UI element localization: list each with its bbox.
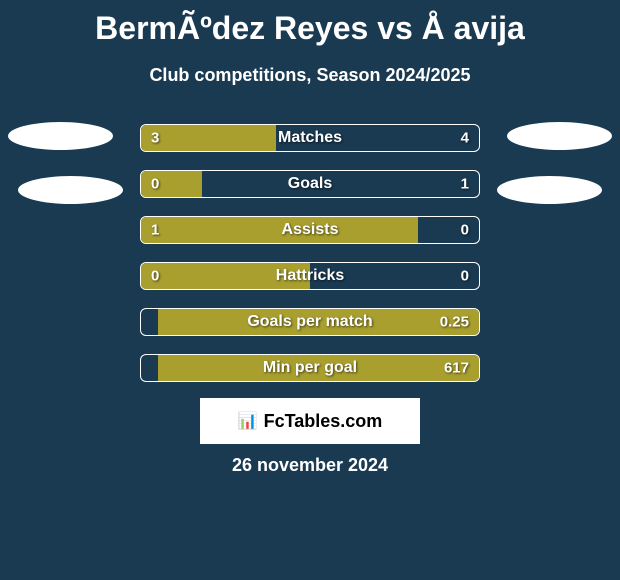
stat-label: Goals per match (247, 313, 372, 331)
logo-text: FcTables.com (264, 411, 383, 432)
stat-value-left: 3 (151, 130, 159, 147)
stat-row-hattricks: 0 Hattricks 0 (140, 262, 480, 290)
stat-row-matches: 3 Matches 4 (140, 124, 480, 152)
stat-value-right: 4 (461, 130, 469, 147)
stat-row-assists: 1 Assists 0 (140, 216, 480, 244)
bar-left-matches (141, 125, 276, 151)
stat-row-min-per-goal: Min per goal 617 (140, 354, 480, 382)
stat-label: Matches (278, 129, 342, 147)
stat-value-left: 0 (151, 176, 159, 193)
stat-label: Assists (282, 221, 339, 239)
stats-container: 3 Matches 4 0 Goals 1 1 Assists 0 0 Hatt… (140, 124, 480, 400)
stat-label: Hattricks (276, 267, 344, 285)
stat-row-goals: 0 Goals 1 (140, 170, 480, 198)
stat-value-left: 0 (151, 268, 159, 285)
stat-value-right: 617 (444, 360, 469, 377)
stat-value-right: 0.25 (440, 314, 469, 331)
page-subtitle: Club competitions, Season 2024/2025 (0, 65, 620, 86)
stat-value-left: 1 (151, 222, 159, 239)
stat-value-right: 0 (461, 222, 469, 239)
player-avatar-left-1 (8, 122, 113, 150)
stat-label: Min per goal (263, 359, 357, 377)
page-title: BermÃºdez Reyes vs Å avija (0, 0, 620, 47)
stat-row-goals-per-match: Goals per match 0.25 (140, 308, 480, 336)
player-avatar-right-2 (497, 176, 602, 204)
logo-badge: 📊 FcTables.com (200, 398, 420, 444)
date-label: 26 november 2024 (232, 455, 388, 476)
player-avatar-right-1 (507, 122, 612, 150)
logo-chart-icon: 📊 (238, 411, 258, 431)
player-avatar-left-2 (18, 176, 123, 204)
bar-left-assists (141, 217, 418, 243)
stat-label: Goals (288, 175, 332, 193)
stat-value-right: 1 (461, 176, 469, 193)
stat-value-right: 0 (461, 268, 469, 285)
